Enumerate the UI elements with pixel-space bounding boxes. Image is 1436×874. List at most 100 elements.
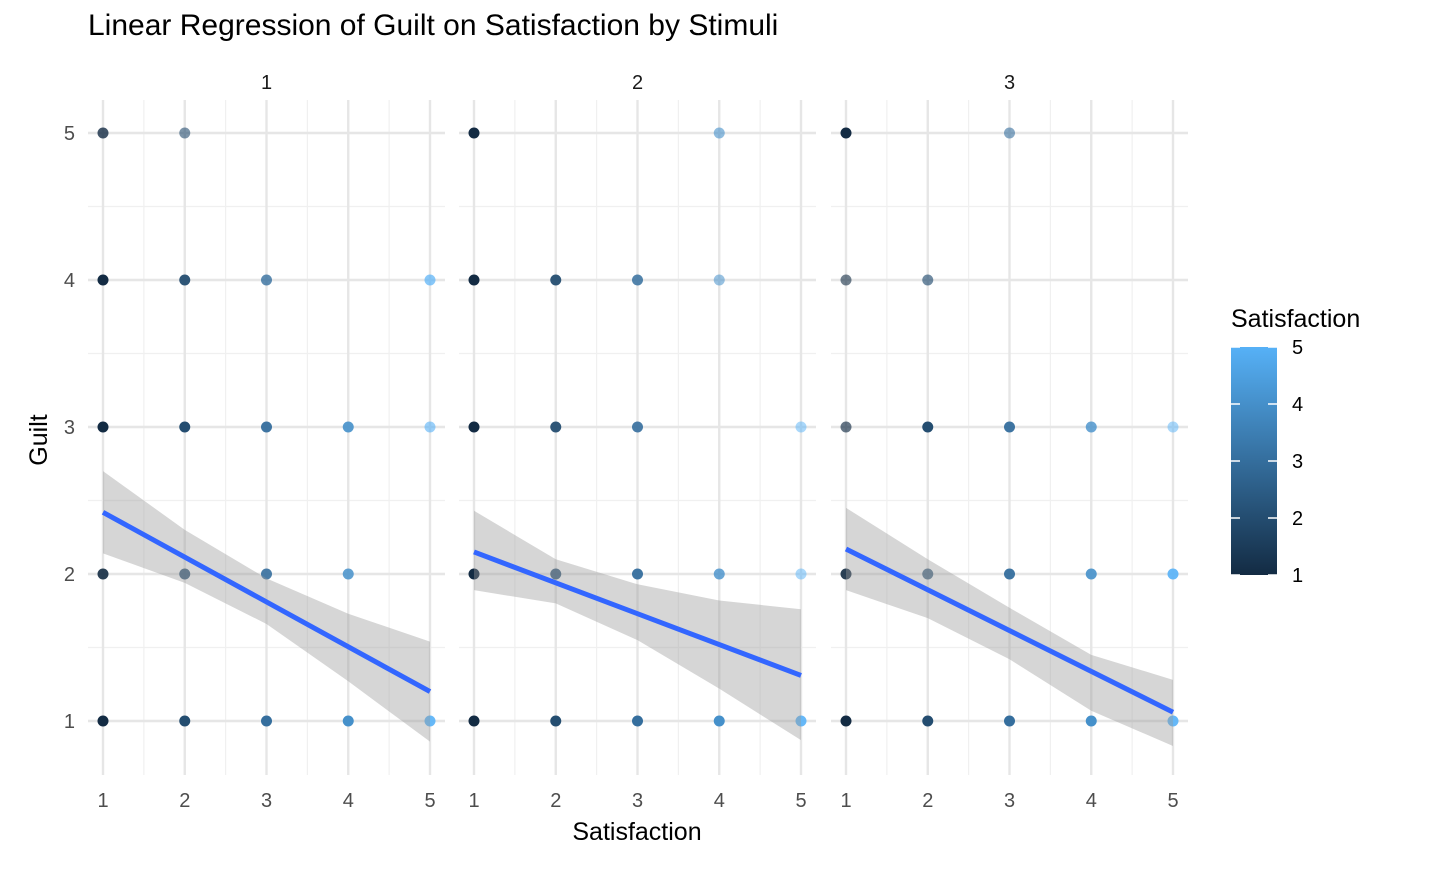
data-point	[550, 421, 562, 433]
data-point	[424, 715, 436, 727]
data-point	[550, 568, 562, 580]
data-point	[342, 715, 354, 727]
data-point	[1004, 568, 1015, 580]
data-point	[713, 568, 725, 580]
data-point	[97, 274, 109, 286]
y-tick-label: 5	[64, 123, 75, 145]
data-point	[468, 568, 480, 580]
data-point	[97, 421, 109, 433]
data-point	[1167, 421, 1179, 433]
y-tick-label: 4	[64, 270, 75, 292]
colorbar: 1 2 3 4 5	[1231, 337, 1303, 587]
y-tick-label: 1	[64, 711, 75, 733]
data-point	[97, 715, 109, 727]
x-tick-label: 2	[922, 790, 933, 812]
data-point	[840, 421, 852, 433]
data-point	[468, 421, 480, 433]
data-point	[1004, 715, 1015, 727]
x-tick-label: 4	[343, 790, 354, 812]
legend: Satisfaction 1 2 3 4 5	[1231, 305, 1360, 587]
data-point	[550, 715, 562, 727]
x-tick-label: 5	[1167, 790, 1178, 812]
x-tick-label: 4	[1086, 790, 1097, 812]
x-tick-label: 5	[795, 790, 806, 812]
data-point	[179, 274, 191, 286]
x-tick-label: 3	[632, 790, 643, 812]
data-point	[795, 421, 807, 433]
facet-label: 2	[632, 72, 643, 94]
data-point	[1004, 127, 1015, 139]
x-tick-label: 1	[840, 790, 851, 812]
data-point	[1167, 568, 1179, 580]
facet-panels: 1 1 2 3 4 5 2 1 2 3 4 5 3 1 2 3 4 5	[88, 72, 1188, 812]
data-point	[632, 421, 643, 433]
legend-title: Satisfaction	[1231, 305, 1360, 333]
y-tick-label: 2	[64, 564, 75, 586]
data-point	[179, 421, 191, 433]
confidence-band	[846, 507, 1173, 746]
data-point	[342, 568, 354, 580]
x-tick-label: 3	[261, 790, 272, 812]
x-tick-label: 1	[468, 790, 479, 812]
regression-line	[844, 546, 1175, 715]
data-point	[261, 715, 272, 727]
data-point	[97, 127, 109, 139]
regression-line	[473, 549, 802, 678]
data-point	[261, 568, 272, 580]
data-point	[840, 568, 852, 580]
data-point	[713, 127, 725, 139]
data-point	[632, 568, 643, 580]
data-point	[840, 715, 852, 727]
data-point	[261, 274, 272, 286]
x-tick-label: 5	[424, 790, 435, 812]
facet-panel: 2 1 2 3 4 5	[459, 72, 816, 812]
facet-label: 3	[1004, 72, 1015, 94]
data-point	[632, 715, 643, 727]
data-point	[97, 568, 109, 580]
facet-panel: 3 1 2 3 4 5	[831, 72, 1188, 812]
x-tick-label: 2	[179, 790, 190, 812]
colorbar-tick-label: 5	[1292, 337, 1303, 359]
colorbar-tick-label: 3	[1292, 451, 1303, 473]
data-point	[922, 274, 934, 286]
data-point	[713, 274, 725, 286]
data-point	[1167, 715, 1179, 727]
chart-title: Linear Regression of Guilt on Satisfacti…	[88, 9, 778, 42]
data-point	[468, 127, 480, 139]
confidence-band	[474, 510, 801, 741]
data-point	[1004, 421, 1015, 433]
data-point	[632, 274, 643, 286]
data-point	[795, 568, 807, 580]
colorbar-tick-label: 1	[1292, 565, 1303, 587]
colorbar-tick-label: 2	[1292, 508, 1303, 530]
x-tick-label: 4	[714, 790, 725, 812]
regression-line	[101, 510, 432, 694]
data-point	[1085, 421, 1097, 433]
data-point	[840, 274, 852, 286]
x-tick-label: 2	[550, 790, 561, 812]
data-point	[713, 715, 725, 727]
y-tick-label: 3	[64, 417, 75, 439]
data-point	[922, 568, 934, 580]
data-point	[468, 715, 480, 727]
data-point	[342, 421, 354, 433]
data-point	[795, 715, 807, 727]
x-axis-label: Satisfaction	[572, 818, 701, 846]
data-point	[1085, 568, 1097, 580]
data-point	[1085, 715, 1097, 727]
data-point	[468, 274, 480, 286]
data-point	[550, 274, 562, 286]
data-point	[261, 421, 272, 433]
data-point	[922, 421, 934, 433]
data-point	[424, 421, 436, 433]
x-tick-label: 3	[1004, 790, 1015, 812]
y-axis-label: Guilt	[25, 414, 53, 465]
facet-label: 1	[261, 72, 272, 94]
data-point	[922, 715, 934, 727]
data-point	[840, 127, 852, 139]
data-point	[179, 715, 191, 727]
confidence-band	[103, 471, 430, 742]
x-tick-label: 1	[97, 790, 108, 812]
colorbar-tick-label: 4	[1292, 394, 1303, 416]
